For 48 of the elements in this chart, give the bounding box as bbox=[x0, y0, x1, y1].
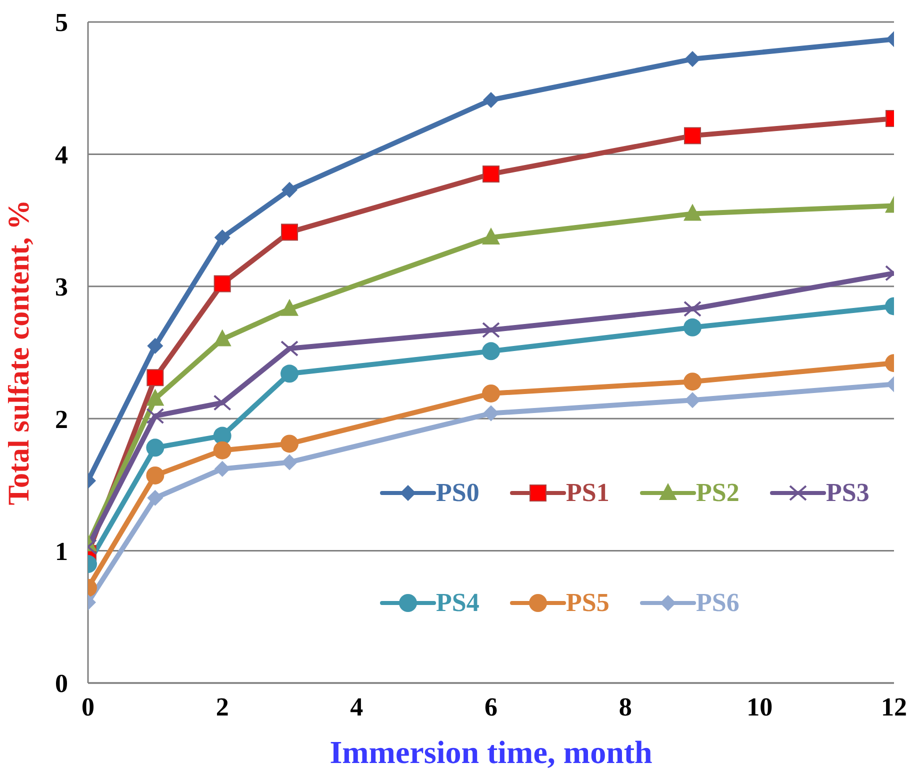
legend-label: PS6 bbox=[696, 588, 740, 618]
point bbox=[146, 388, 164, 406]
point bbox=[280, 364, 298, 383]
point bbox=[213, 329, 232, 346]
legend-label: PS0 bbox=[436, 478, 480, 508]
point bbox=[482, 166, 500, 183]
y-tick-label: 5 bbox=[55, 8, 68, 38]
x-axis-title: Immersion time, month bbox=[330, 734, 653, 770]
point bbox=[483, 92, 499, 108]
x-tick-label: 0 bbox=[82, 692, 94, 722]
y-tick-label: 3 bbox=[55, 272, 68, 302]
x-tick-label: 10 bbox=[746, 692, 773, 722]
y-tick-label: 0 bbox=[55, 669, 68, 698]
point bbox=[282, 454, 298, 470]
legend-label: PS5 bbox=[566, 588, 610, 618]
x-tick-label: 8 bbox=[618, 692, 632, 722]
point bbox=[146, 466, 164, 484]
point bbox=[214, 460, 230, 477]
point bbox=[146, 369, 164, 386]
point bbox=[281, 224, 298, 241]
x-tick-label: 12 bbox=[881, 692, 907, 722]
point bbox=[214, 275, 231, 292]
x-tick-label: 4 bbox=[350, 692, 364, 722]
point bbox=[280, 340, 298, 357]
point bbox=[147, 338, 164, 354]
point bbox=[213, 394, 232, 411]
y-axis-title: Total sulfate content, % bbox=[2, 200, 36, 506]
point bbox=[482, 342, 500, 360]
point bbox=[214, 229, 230, 246]
point bbox=[146, 438, 164, 457]
x-tick-label: 2 bbox=[216, 692, 229, 722]
point bbox=[483, 405, 499, 422]
legend-label: PS3 bbox=[826, 478, 870, 508]
x-tick-label: 6 bbox=[484, 692, 498, 722]
point bbox=[482, 384, 500, 402]
point bbox=[482, 322, 500, 338]
point bbox=[282, 182, 298, 198]
point bbox=[280, 434, 298, 453]
point bbox=[147, 490, 164, 506]
legend-label: PS4 bbox=[436, 588, 480, 618]
point bbox=[213, 441, 232, 460]
point bbox=[146, 408, 164, 424]
legend-label: PS1 bbox=[566, 478, 610, 508]
y-tick-label: 4 bbox=[55, 140, 68, 170]
legend-label: PS2 bbox=[696, 478, 740, 508]
point bbox=[280, 298, 298, 316]
y-tick-label: 1 bbox=[55, 537, 68, 566]
y-tick-label: 2 bbox=[55, 404, 68, 434]
